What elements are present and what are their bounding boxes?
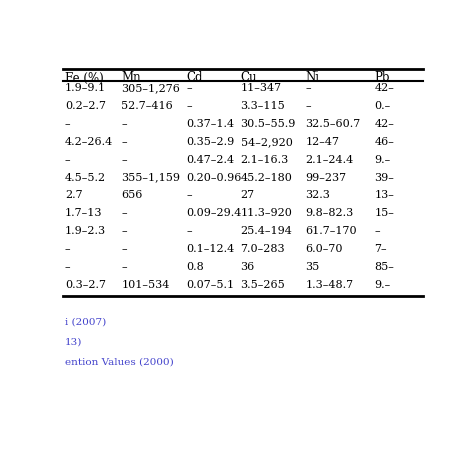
Text: 13): 13): [65, 338, 82, 347]
Text: 0.2–2.7: 0.2–2.7: [65, 101, 106, 111]
Text: 46–: 46–: [374, 137, 394, 147]
Text: 9.8–82.3: 9.8–82.3: [305, 209, 354, 219]
Text: ention Values (2000): ention Values (2000): [65, 358, 173, 367]
Text: i (2007): i (2007): [65, 318, 106, 327]
Text: 4.2–26.4: 4.2–26.4: [65, 137, 113, 147]
Text: –: –: [121, 155, 127, 164]
Text: –: –: [374, 226, 380, 236]
Text: Pb: Pb: [374, 72, 390, 84]
Text: Mn: Mn: [121, 72, 141, 84]
Text: 45.2–180: 45.2–180: [241, 173, 292, 182]
Text: 25.4–194: 25.4–194: [241, 226, 292, 236]
Text: –: –: [186, 83, 192, 93]
Text: 7–: 7–: [374, 244, 387, 254]
Text: 2.7: 2.7: [65, 191, 82, 201]
Text: 7.0–283: 7.0–283: [241, 244, 285, 254]
Text: 0.1–12.4: 0.1–12.4: [186, 244, 235, 254]
Text: 3.3–115: 3.3–115: [241, 101, 285, 111]
Text: 85–: 85–: [374, 262, 394, 272]
Text: 30.5–55.9: 30.5–55.9: [241, 119, 296, 129]
Text: 0.–: 0.–: [374, 101, 391, 111]
Text: 0.8: 0.8: [186, 262, 204, 272]
Text: 1.9–9.1: 1.9–9.1: [65, 83, 106, 93]
Text: 101–534: 101–534: [121, 280, 170, 290]
Text: –: –: [65, 119, 70, 129]
Text: 11–347: 11–347: [241, 83, 282, 93]
Text: 42–: 42–: [374, 119, 394, 129]
Text: 1.3–48.7: 1.3–48.7: [305, 280, 354, 290]
Text: –: –: [186, 101, 192, 111]
Text: –: –: [186, 226, 192, 236]
Text: 35: 35: [305, 262, 319, 272]
Text: –: –: [65, 244, 70, 254]
Text: 54–2,920: 54–2,920: [241, 137, 292, 147]
Text: 2.1–16.3: 2.1–16.3: [241, 155, 289, 164]
Text: 99–237: 99–237: [305, 173, 346, 182]
Text: 1.7–13: 1.7–13: [65, 209, 102, 219]
Text: Ni: Ni: [305, 72, 319, 84]
Text: –: –: [121, 209, 127, 219]
Text: 0.37–1.4: 0.37–1.4: [186, 119, 234, 129]
Text: 355–1,159: 355–1,159: [121, 173, 180, 182]
Text: –: –: [121, 137, 127, 147]
Text: 39–: 39–: [374, 173, 394, 182]
Text: 1.9–2.3: 1.9–2.3: [65, 226, 106, 236]
Text: –: –: [121, 119, 127, 129]
Text: 0.20–0.96: 0.20–0.96: [186, 173, 242, 182]
Text: 4.5–5.2: 4.5–5.2: [65, 173, 106, 182]
Text: 13–: 13–: [374, 191, 394, 201]
Text: 0.47–2.4: 0.47–2.4: [186, 155, 234, 164]
Text: 9.–: 9.–: [374, 155, 391, 164]
Text: 6.0–70: 6.0–70: [305, 244, 343, 254]
Text: –: –: [186, 191, 192, 201]
Text: Cd: Cd: [186, 72, 203, 84]
Text: 52.7–416: 52.7–416: [121, 101, 173, 111]
Text: 12–47: 12–47: [305, 137, 339, 147]
Text: –: –: [121, 262, 127, 272]
Text: 11.3–920: 11.3–920: [241, 209, 292, 219]
Text: –: –: [305, 101, 311, 111]
Text: 61.7–170: 61.7–170: [305, 226, 357, 236]
Text: 305–1,276: 305–1,276: [121, 83, 180, 93]
Text: 3.5–265: 3.5–265: [241, 280, 285, 290]
Text: 42–: 42–: [374, 83, 394, 93]
Text: –: –: [121, 244, 127, 254]
Text: 32.3: 32.3: [305, 191, 330, 201]
Text: Fe (%): Fe (%): [65, 72, 103, 84]
Text: Cu: Cu: [241, 72, 257, 84]
Text: 9.–: 9.–: [374, 280, 391, 290]
Text: –: –: [65, 262, 70, 272]
Text: –: –: [121, 226, 127, 236]
Text: 0.35–2.9: 0.35–2.9: [186, 137, 235, 147]
Text: 2.1–24.4: 2.1–24.4: [305, 155, 354, 164]
Text: 32.5–60.7: 32.5–60.7: [305, 119, 361, 129]
Text: –: –: [305, 83, 311, 93]
Text: 15–: 15–: [374, 209, 394, 219]
Text: 0.07–5.1: 0.07–5.1: [186, 280, 234, 290]
Text: 27: 27: [241, 191, 255, 201]
Text: 656: 656: [121, 191, 143, 201]
Text: 0.3–2.7: 0.3–2.7: [65, 280, 106, 290]
Text: 0.09–29.4: 0.09–29.4: [186, 209, 242, 219]
Text: –: –: [65, 155, 70, 164]
Text: 36: 36: [241, 262, 255, 272]
